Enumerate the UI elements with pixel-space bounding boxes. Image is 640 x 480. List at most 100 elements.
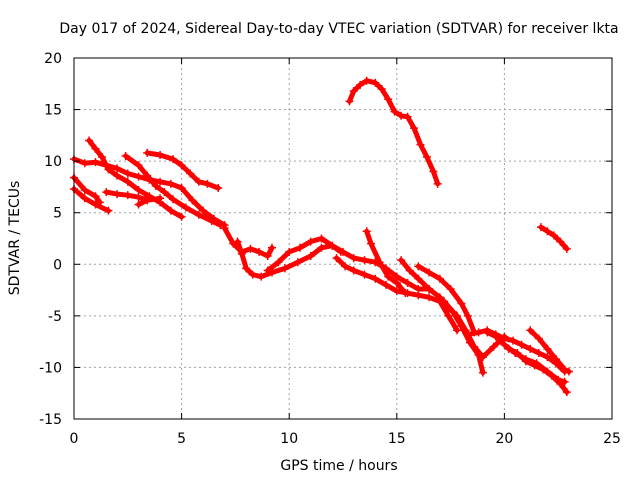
- data-point: [134, 200, 143, 209]
- data-point: [160, 188, 169, 197]
- data-point: [543, 353, 552, 362]
- data-point: [534, 334, 543, 343]
- data-point: [392, 287, 401, 296]
- data-point: [341, 262, 350, 271]
- x-tick-label: 25: [603, 431, 621, 447]
- data-point: [457, 322, 466, 331]
- data-point: [405, 266, 414, 275]
- data-point: [562, 388, 571, 397]
- data-point: [168, 195, 177, 204]
- data-point: [362, 227, 371, 236]
- data-point: [349, 254, 358, 263]
- data-point: [80, 159, 89, 168]
- data-point: [457, 299, 466, 308]
- data-point: [504, 344, 513, 353]
- data-point: [414, 291, 423, 300]
- data-point: [360, 256, 369, 265]
- data-point: [463, 330, 472, 339]
- data-point: [166, 206, 175, 215]
- data-point: [85, 136, 94, 145]
- data-point: [360, 270, 369, 279]
- y-axis-label: SDTVAR / TECUs: [7, 181, 23, 296]
- y-tick-label: -5: [48, 309, 62, 325]
- data-point: [194, 177, 203, 186]
- data-point: [536, 223, 545, 232]
- data-point: [143, 148, 152, 157]
- data-point: [362, 76, 371, 85]
- x-tick-label: 5: [177, 431, 186, 447]
- data-point: [123, 191, 132, 200]
- data-point: [134, 193, 143, 202]
- x-tick-label: 15: [388, 431, 406, 447]
- data-point: [429, 167, 438, 176]
- data-point: [435, 274, 444, 283]
- data-point: [366, 239, 375, 248]
- data-point: [509, 336, 518, 345]
- data-point: [403, 112, 412, 121]
- data-point: [317, 243, 326, 252]
- data-point: [453, 326, 462, 335]
- series-arc-i: [222, 225, 275, 259]
- plot-frame: [73, 57, 613, 420]
- data-point: [306, 252, 315, 261]
- data-point: [151, 181, 160, 190]
- data-point: [91, 192, 100, 201]
- data-point: [401, 289, 410, 298]
- data-point: [134, 172, 143, 181]
- data-point: [435, 293, 444, 302]
- data-point: [113, 190, 122, 199]
- data-point: [560, 365, 569, 374]
- data-point: [433, 179, 442, 188]
- data-point: [285, 247, 294, 256]
- data-point: [214, 183, 223, 192]
- data-point: [474, 351, 483, 360]
- data-point: [104, 206, 113, 215]
- data-point: [332, 254, 341, 263]
- data-point: [339, 247, 347, 256]
- data-point: [248, 270, 257, 279]
- data-point: [539, 365, 548, 374]
- data-point: [274, 258, 283, 267]
- data-point: [556, 237, 565, 246]
- data-point: [166, 179, 175, 188]
- data-point: [168, 155, 177, 164]
- data-point: [80, 194, 89, 203]
- data-point: [267, 243, 276, 252]
- data-point: [156, 177, 165, 186]
- data-point: [448, 307, 457, 316]
- chart-title: Day 017 of 2024, Sidereal Day-to-day VTE…: [59, 21, 618, 37]
- data-point: [384, 272, 393, 281]
- data-point: [317, 234, 326, 243]
- data-point: [517, 340, 526, 349]
- series-arc-b: [71, 175, 103, 205]
- data-point: [521, 357, 530, 366]
- data-point: [91, 144, 100, 153]
- data-point: [375, 258, 384, 267]
- data-point: [263, 266, 272, 275]
- data-point: [560, 377, 569, 386]
- data-point: [293, 258, 302, 267]
- data-point: [257, 272, 266, 281]
- data-point: [123, 177, 132, 186]
- data-point: [491, 332, 500, 341]
- x-tick-label: 10: [280, 431, 298, 447]
- data-point: [177, 212, 186, 221]
- axis-ticks: 0 5 10 15 20 25 -15 -10 -5 0 5 10 15 20: [39, 51, 621, 447]
- series-arc-u: [347, 78, 441, 187]
- series-arc-f: [123, 153, 223, 228]
- data-point: [306, 237, 315, 246]
- data-point: [233, 237, 242, 246]
- data-point: [177, 183, 186, 192]
- y-tick-label: -15: [39, 412, 62, 428]
- x-tick-label: 0: [70, 431, 79, 447]
- data-point: [156, 150, 165, 159]
- x-tick-label: 20: [495, 431, 513, 447]
- data-point: [203, 179, 212, 188]
- data-point: [156, 194, 165, 203]
- data-traces: [70, 76, 573, 397]
- data-point: [121, 151, 130, 160]
- data-point: [534, 348, 543, 357]
- data-point: [263, 252, 272, 261]
- data-point: [513, 348, 522, 357]
- data-point: [543, 227, 552, 236]
